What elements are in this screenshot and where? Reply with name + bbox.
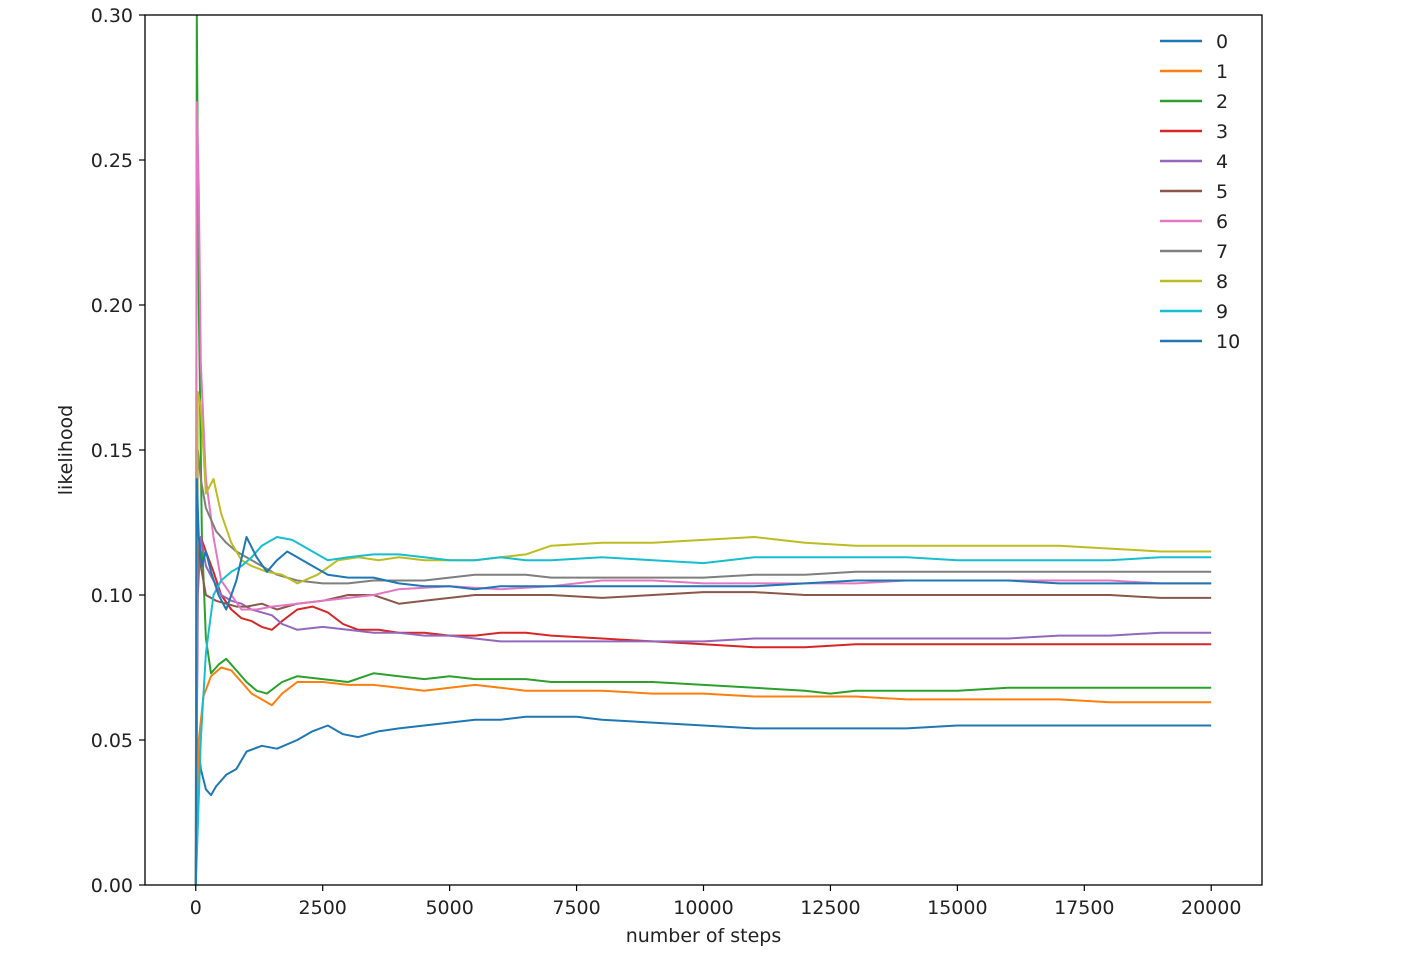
- series-line-1: [194, 666, 1212, 885]
- series-line-8: [194, 391, 1212, 885]
- legend-label-10: 10: [1216, 331, 1240, 353]
- legend-label-0: 0: [1216, 31, 1228, 53]
- x-tick-label: 2500: [299, 897, 347, 919]
- x-axis: 0 2500 5000 7500 10000 12500 15000 17500 20000: [190, 885, 1241, 919]
- y-tick-label: 0.15: [91, 440, 133, 462]
- legend-label-6: 6: [1216, 211, 1228, 233]
- series-line-9: [194, 536, 1212, 885]
- plot-lines: [194, 15, 1212, 885]
- legend-label-7: 7: [1216, 241, 1228, 263]
- series-line-10: [194, 478, 1212, 885]
- series-line-0: [194, 715, 1212, 885]
- y-tick-label: 0.05: [91, 730, 133, 752]
- series-line-6: [194, 101, 1212, 885]
- x-tick-label: 20000: [1181, 897, 1241, 919]
- x-tick-label: 5000: [425, 897, 473, 919]
- legend-label-4: 4: [1216, 151, 1228, 173]
- x-tick-label: 17500: [1054, 897, 1114, 919]
- legend-label-3: 3: [1216, 121, 1228, 143]
- x-tick-label: 7500: [552, 897, 600, 919]
- legend-label-2: 2: [1216, 91, 1228, 113]
- series-line-5: [194, 536, 1212, 885]
- x-tick-label: 15000: [927, 897, 987, 919]
- y-axis: 0.00 0.05 0.10 0.15 0.20 0.25 0.30: [91, 5, 145, 897]
- series-line-7: [194, 449, 1212, 885]
- y-tick-label: 0.20: [91, 295, 133, 317]
- y-tick-label: 0.25: [91, 150, 133, 172]
- series-line-3: [194, 536, 1212, 885]
- y-tick-label: 0.10: [91, 585, 133, 607]
- y-axis-label: likelihood: [55, 405, 77, 495]
- legend-label-5: 5: [1216, 181, 1228, 203]
- legend-label-1: 1: [1216, 61, 1228, 83]
- x-tick-label: 12500: [800, 897, 860, 919]
- plot-frame: [144, 14, 1263, 886]
- legend-label-9: 9: [1216, 301, 1228, 323]
- y-tick-label: 0.00: [91, 875, 133, 897]
- x-axis-label: number of steps: [626, 925, 782, 947]
- x-tick-label: 10000: [673, 897, 733, 919]
- y-tick-label: 0.30: [91, 5, 133, 27]
- legend-label-8: 8: [1216, 271, 1228, 293]
- legend: 0 1 2 3 4 5 6 7 8 9 10: [1160, 31, 1240, 353]
- series-line-4: [194, 536, 1212, 885]
- x-tick-label: 0: [190, 897, 202, 919]
- series-line-2: [194, 15, 1212, 885]
